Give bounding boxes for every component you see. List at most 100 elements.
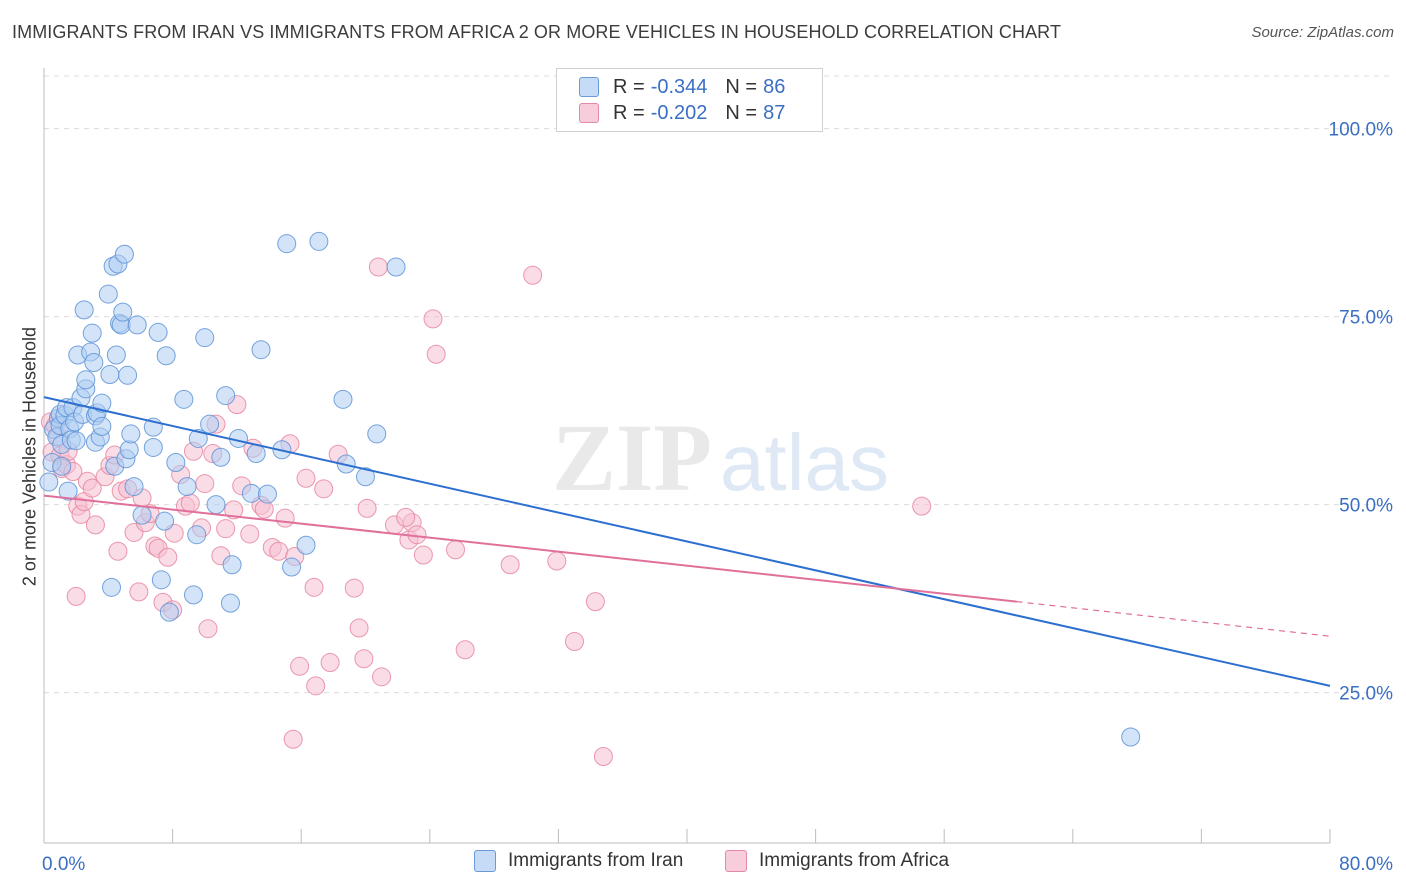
point-iran (241, 483, 261, 503)
x-tick-label-max: 80.0% (1339, 854, 1393, 875)
point-africa (372, 667, 392, 687)
point-africa (224, 500, 244, 520)
point-africa (344, 578, 364, 598)
legend-n-label: N = (725, 101, 758, 124)
point-iran (76, 370, 96, 390)
trend-lines (43, 396, 1331, 687)
point-africa (158, 547, 178, 567)
watermark: ZIP atlas (552, 404, 889, 511)
point-iran (119, 440, 139, 460)
point-iran (211, 447, 231, 467)
series-iran (39, 231, 1141, 747)
legend-r-label: R = (613, 101, 645, 124)
point-iran (216, 386, 236, 406)
point-africa (547, 551, 567, 571)
point-africa (82, 478, 102, 498)
point-iran (177, 477, 197, 497)
point-africa (296, 468, 316, 488)
point-africa (523, 265, 543, 285)
point-iran (39, 472, 59, 492)
point-iran (121, 424, 141, 444)
point-iran (333, 389, 353, 409)
source-label: Source: ZipAtlas.com (1251, 24, 1394, 41)
point-africa (283, 729, 303, 749)
y-tick-label: 50.0% (1339, 496, 1393, 517)
point-iran (296, 535, 316, 555)
point-africa (423, 309, 443, 329)
legend-r-label: R = (613, 75, 645, 98)
point-iran (386, 257, 406, 277)
series-legend-africa[interactable]: Immigrants from Africa (725, 850, 949, 872)
point-iran (124, 477, 144, 497)
point-africa (455, 640, 475, 660)
point-iran (148, 322, 168, 342)
point-iran (251, 340, 271, 360)
x-tick-label-min: 0.0% (42, 854, 85, 875)
point-iran (58, 481, 78, 501)
point-africa (240, 524, 260, 544)
point-iran (66, 431, 86, 451)
point-iran (155, 511, 175, 531)
point-iran (246, 443, 266, 463)
y-tick-label: 100.0% (1329, 120, 1394, 141)
legend-n-label: N = (725, 75, 758, 98)
series-legend: Immigrants from Iran Immigrants from Afr… (0, 850, 1406, 880)
point-africa (349, 618, 369, 638)
chart-title: IMMIGRANTS FROM IRAN VS IMMIGRANTS FROM … (12, 22, 1062, 42)
point-africa (585, 592, 605, 612)
point-iran (113, 302, 133, 322)
legend-n-value-africa: 87 (763, 101, 786, 124)
point-iran (156, 346, 176, 366)
point-africa (129, 582, 149, 602)
point-iran (74, 300, 94, 320)
point-africa (275, 508, 295, 528)
point-africa (354, 649, 374, 669)
point-iran (356, 467, 375, 487)
point-africa (396, 507, 416, 527)
series-legend-label-iran: Immigrants from Iran (508, 850, 684, 871)
series-legend-swatch-iran (474, 850, 496, 872)
point-iran (106, 345, 126, 365)
point-iran (159, 602, 179, 622)
legend-r-value-iran: -0.344 (650, 75, 708, 98)
point-iran (132, 505, 152, 525)
correlation-legend: R = -0.344 N = 86 R = -0.202 N = 87 (556, 68, 823, 132)
point-africa (357, 498, 377, 518)
legend-r-value-africa: -0.202 (650, 101, 708, 124)
point-iran (195, 328, 215, 348)
point-iran (220, 593, 240, 613)
y-tick-label: 25.0% (1339, 684, 1393, 705)
point-iran (127, 315, 147, 335)
tick-labels: 25.0% 50.0% 75.0% 100.0% 0.0% 80.0% (42, 120, 1393, 875)
point-iran (84, 352, 104, 372)
point-iran (200, 414, 220, 434)
series-legend-label-africa: Immigrants from Africa (759, 850, 950, 871)
y-axis-label: 2 or more Vehicles in Household (19, 326, 40, 587)
point-iran (1121, 727, 1141, 747)
point-africa (66, 586, 86, 606)
point-africa (500, 555, 520, 575)
point-iran (151, 570, 171, 590)
point-africa (426, 344, 446, 364)
point-africa (314, 479, 334, 499)
point-iran (98, 284, 118, 304)
point-africa (593, 747, 613, 767)
trend-line-iran (43, 396, 1331, 687)
point-africa (85, 515, 105, 535)
point-africa (413, 545, 433, 565)
point-iran (82, 323, 102, 343)
watermark-zip: ZIP (552, 404, 712, 511)
y-tick-label: 75.0% (1339, 308, 1393, 329)
point-africa (912, 496, 932, 516)
point-iran (166, 453, 186, 473)
series-legend-iran[interactable]: Immigrants from Iran (474, 850, 683, 872)
point-africa (290, 656, 310, 676)
point-iran (52, 456, 72, 476)
point-africa (195, 474, 215, 494)
point-iran (183, 585, 203, 605)
legend-n-value-iran: 86 (763, 75, 786, 98)
point-iran (187, 525, 207, 545)
point-africa (180, 493, 200, 513)
point-africa (320, 653, 340, 673)
